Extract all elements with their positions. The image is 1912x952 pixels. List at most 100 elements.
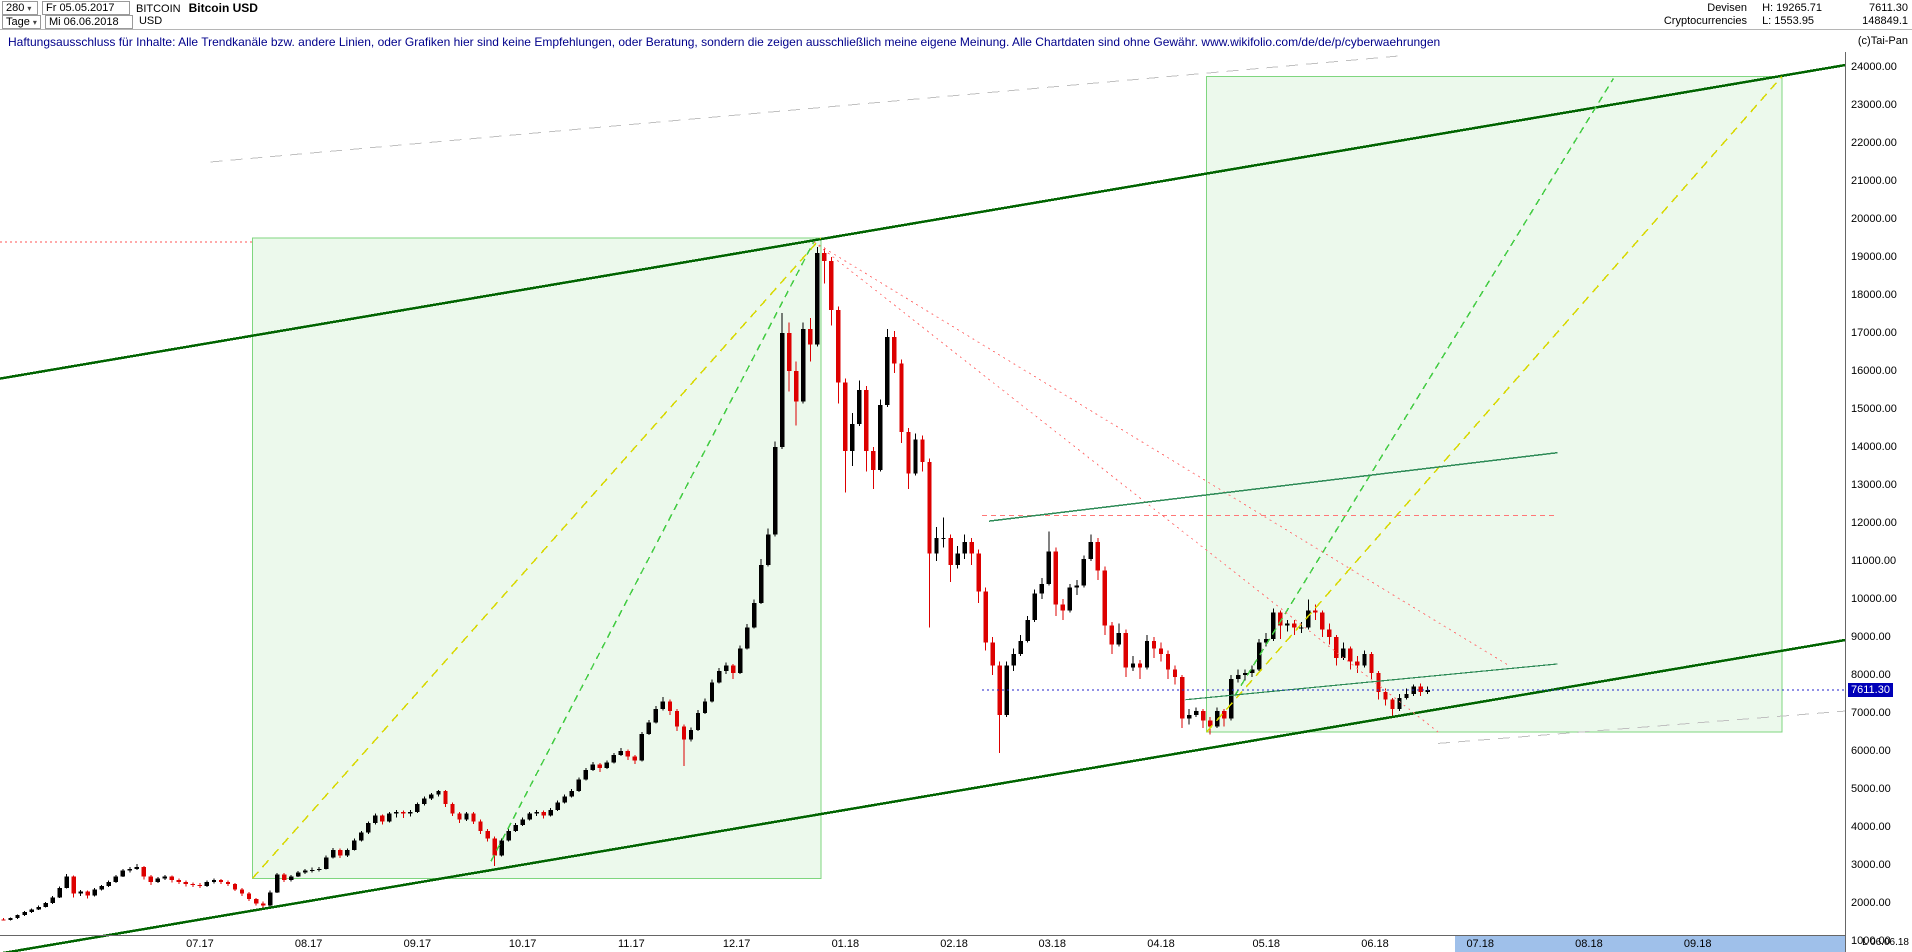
candle-body bbox=[1306, 610, 1311, 628]
candle-body bbox=[1320, 612, 1325, 630]
candle-body bbox=[36, 906, 41, 910]
candle-body bbox=[99, 885, 104, 890]
candle-body bbox=[765, 534, 771, 565]
candle-body bbox=[1074, 585, 1080, 588]
candle-body bbox=[836, 310, 841, 383]
candle-body bbox=[920, 439, 925, 463]
current-price-label: 7611.30 bbox=[1848, 682, 1893, 697]
yellow-diagonal-1 bbox=[251, 237, 822, 879]
green-dashed-1 bbox=[490, 241, 815, 862]
chart-title: Bitcoin USD bbox=[188, 1, 258, 15]
price-axis-label: 24000.00 bbox=[1851, 60, 1897, 73]
candle-body bbox=[751, 602, 757, 628]
candle-body bbox=[1341, 648, 1346, 658]
candle-body bbox=[43, 903, 48, 907]
candle-body bbox=[324, 857, 329, 869]
candle-body bbox=[1278, 612, 1283, 626]
candle-body bbox=[352, 840, 357, 850]
lower-channel-line bbox=[1, 638, 1846, 952]
candle-body bbox=[274, 874, 280, 893]
candle-body bbox=[1109, 625, 1115, 645]
candle-body bbox=[436, 790, 441, 795]
candle-body bbox=[639, 733, 645, 761]
bars-count-dropdown[interactable]: 280 ▾ bbox=[2, 1, 38, 15]
candle-body bbox=[990, 642, 995, 666]
candle-body bbox=[148, 876, 154, 883]
candle-body bbox=[1046, 551, 1051, 584]
header-bar: 280 ▾ Fr 05.05.2017 BITCOIN Bitcoin USD Tag… bbox=[0, 0, 1912, 30]
candle-body bbox=[1032, 593, 1037, 620]
candle-body bbox=[478, 821, 483, 831]
period-dropdown[interactable]: Tage ▾ bbox=[2, 15, 41, 29]
candle-body bbox=[331, 849, 336, 858]
candle-body bbox=[506, 830, 511, 841]
x-axis-label: 02.18 bbox=[940, 938, 968, 950]
volume-value: 148849.1 bbox=[1862, 15, 1908, 27]
x-axis-label: 04.18 bbox=[1147, 938, 1175, 950]
candle-body bbox=[492, 838, 497, 856]
candle-body bbox=[794, 371, 799, 402]
candle-body bbox=[1397, 697, 1402, 710]
candle-body bbox=[688, 730, 694, 740]
candle-body bbox=[1088, 542, 1094, 560]
candle-body bbox=[787, 333, 792, 371]
candle-body bbox=[934, 538, 939, 554]
candle-body bbox=[667, 701, 673, 712]
candle-body bbox=[464, 813, 469, 820]
candle-body bbox=[415, 804, 420, 812]
candle-body bbox=[359, 832, 364, 841]
candle-body bbox=[295, 872, 301, 877]
candle-body bbox=[583, 770, 588, 780]
chevron-down-icon: ▾ bbox=[32, 18, 37, 27]
candle-body bbox=[1214, 711, 1220, 727]
high-value: H: 19265.71 bbox=[1762, 2, 1822, 14]
candle-body bbox=[892, 336, 897, 364]
candle-body bbox=[590, 764, 595, 770]
x-axis-label: 06.18 bbox=[1361, 938, 1389, 950]
candle-body bbox=[1348, 648, 1353, 662]
candle-body bbox=[1369, 654, 1374, 674]
candle-body bbox=[1285, 623, 1290, 626]
candle-body bbox=[29, 909, 34, 913]
candle-body bbox=[1327, 629, 1332, 637]
candle-body bbox=[204, 882, 210, 886]
date-to-field[interactable]: Mi 06.06.2018 bbox=[44, 15, 133, 29]
candle-body bbox=[878, 405, 883, 470]
teal-trendline bbox=[989, 451, 1558, 522]
candle-body bbox=[716, 671, 722, 683]
x-axis-label: 11.17 bbox=[618, 938, 645, 950]
x-axis-label: 07.17 bbox=[186, 938, 214, 950]
candle-body bbox=[176, 880, 182, 883]
candle-body bbox=[155, 878, 161, 883]
copyright-label: (c)Tai-Pan bbox=[1857, 35, 1908, 47]
candle-body bbox=[744, 627, 750, 649]
date-from-field[interactable]: Fr 05.05.2017 bbox=[42, 1, 130, 15]
x-axis-label: 01.18 bbox=[831, 938, 860, 950]
candle-body bbox=[969, 542, 974, 554]
candle-body bbox=[1221, 711, 1227, 719]
disclaimer-text: Haftungsausschluss für Inhalte: Alle Tre… bbox=[8, 35, 1441, 49]
candle-body bbox=[1376, 673, 1381, 693]
candle-body bbox=[1137, 663, 1143, 668]
candle-body bbox=[169, 876, 175, 881]
candle-body bbox=[611, 754, 617, 763]
candle-body bbox=[976, 553, 981, 592]
minor-support-line bbox=[1185, 663, 1558, 701]
candle-body bbox=[1116, 633, 1122, 645]
candle-body bbox=[737, 648, 743, 674]
candle-body bbox=[646, 722, 652, 734]
candle-body bbox=[1250, 669, 1255, 674]
price-axis-label: 5000.00 bbox=[1851, 782, 1891, 795]
candle-body bbox=[429, 794, 434, 799]
candle-body bbox=[8, 918, 13, 920]
candle-body bbox=[443, 790, 448, 805]
x-axis-label: 08.18 bbox=[1575, 938, 1603, 950]
candle-body bbox=[660, 701, 666, 710]
x-axis: 07.17 08.17 09.17 10.17 11.17 12.17 01.18 02.18… bbox=[0, 936, 1845, 952]
candle-body bbox=[1060, 604, 1066, 611]
price-axis-label: 15000.00 bbox=[1851, 402, 1897, 415]
candle-body bbox=[162, 876, 168, 879]
candle-body bbox=[1207, 720, 1213, 727]
candle-body bbox=[941, 538, 946, 540]
